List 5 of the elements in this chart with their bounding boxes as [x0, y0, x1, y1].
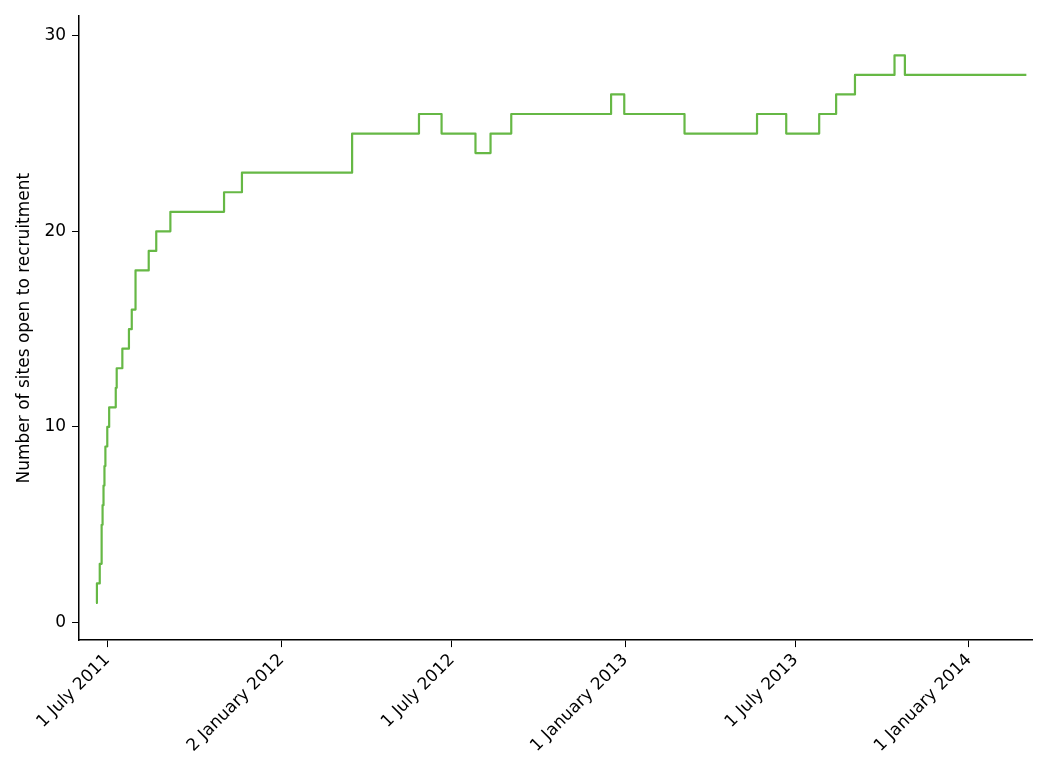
- y-tick-label: 0: [55, 610, 67, 631]
- y-tick-label: 20: [44, 219, 67, 240]
- y-axis-title: Number of sites open to recruitment: [12, 172, 33, 484]
- y-tick-label: 30: [44, 24, 67, 45]
- y-tick-label: 10: [44, 415, 67, 436]
